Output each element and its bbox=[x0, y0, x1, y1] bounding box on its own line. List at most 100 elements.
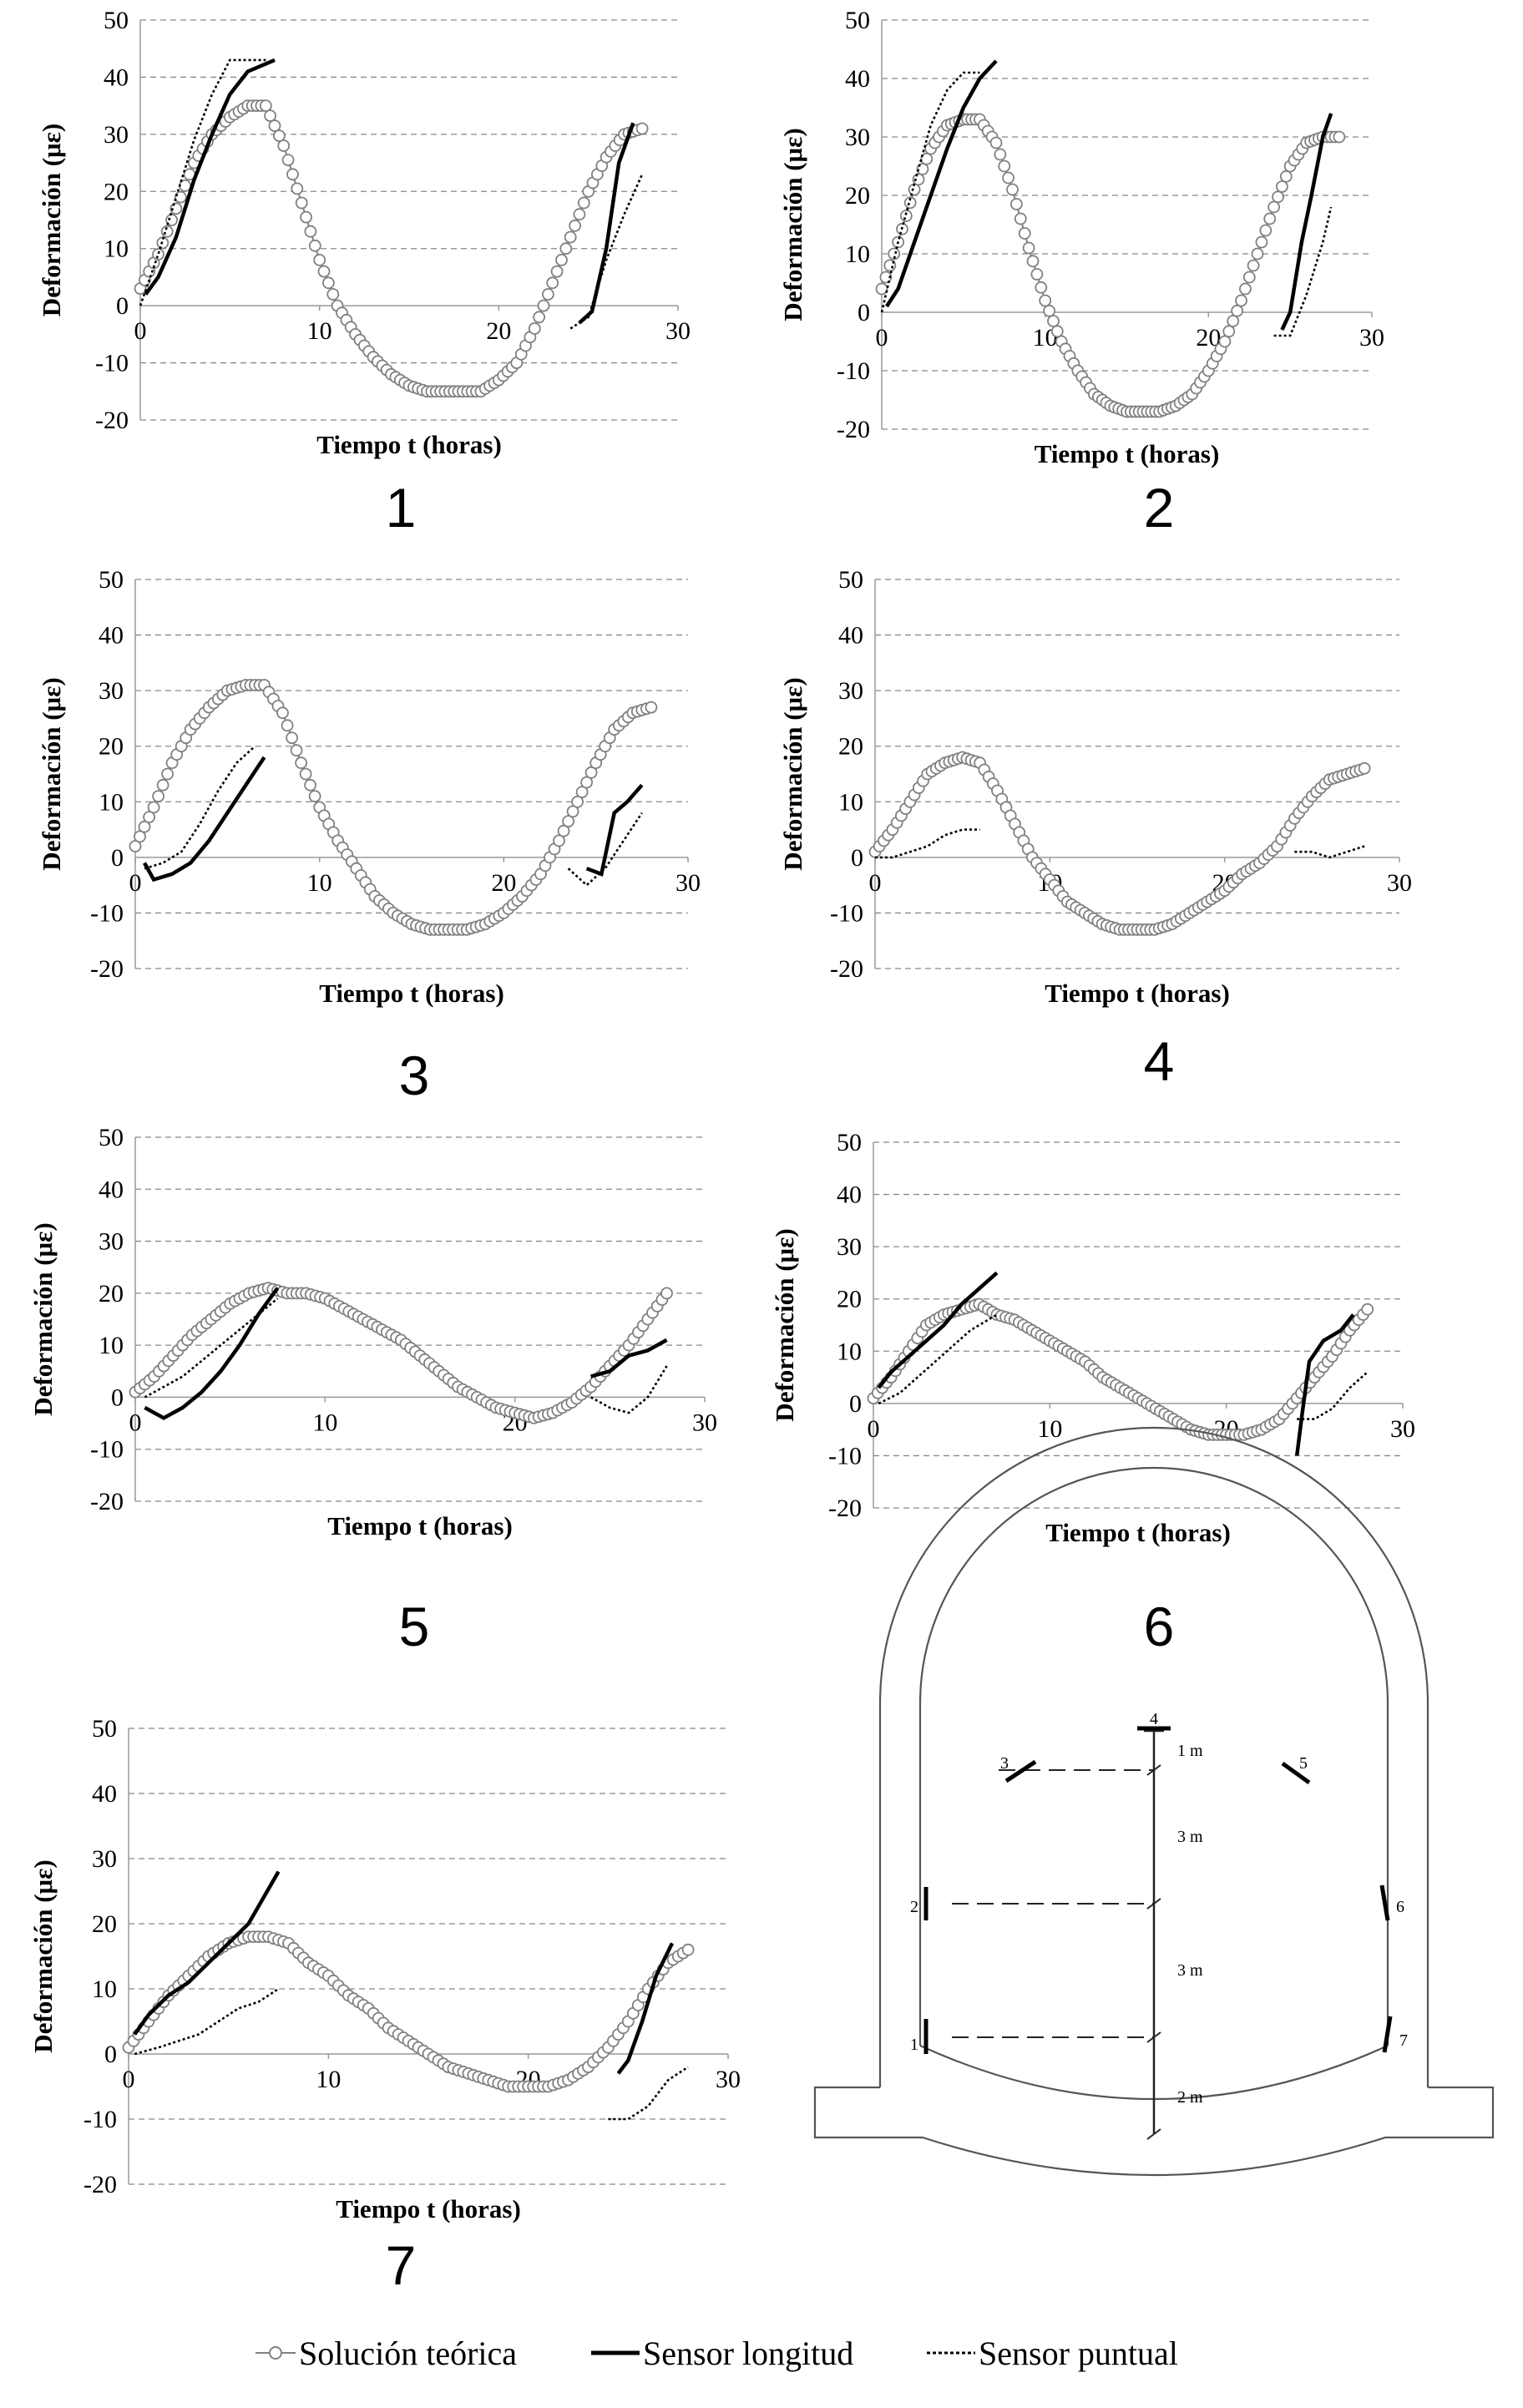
x-tick-label: 0 bbox=[129, 1409, 142, 1436]
data-point-teorica bbox=[313, 253, 326, 266]
data-point-teorica bbox=[1218, 335, 1232, 348]
dimension-tick bbox=[1146, 2128, 1161, 2140]
data-point-teorica bbox=[1050, 325, 1064, 338]
data-point-teorica bbox=[555, 253, 568, 266]
y-tick-label: 10 bbox=[92, 1975, 117, 2003]
data-point-teorica bbox=[304, 225, 317, 238]
sensor-mark-6 bbox=[1379, 1884, 1390, 1921]
y-tick-label: 0 bbox=[111, 844, 124, 872]
y-tick-label: 50 bbox=[838, 566, 863, 594]
y-tick-label: 20 bbox=[845, 182, 870, 210]
x-tick-label: 10 bbox=[316, 2066, 341, 2093]
data-point-teorica bbox=[326, 288, 340, 301]
series-line-teorica bbox=[874, 756, 1365, 931]
data-point-teorica bbox=[156, 778, 170, 792]
x-tick-label: 0 bbox=[868, 1415, 880, 1443]
panel-number: 4 bbox=[1144, 1030, 1175, 1092]
data-point-teorica bbox=[660, 1287, 673, 1300]
y-tick-label: 10 bbox=[837, 1338, 862, 1365]
data-point-teorica bbox=[1267, 200, 1280, 214]
y-tick-label: 0 bbox=[116, 292, 129, 320]
y-tick-label: 30 bbox=[837, 1233, 862, 1261]
y-tick-label: -10 bbox=[83, 2106, 117, 2133]
data-point-teorica bbox=[573, 208, 586, 221]
y-tick-label: -10 bbox=[837, 357, 870, 385]
x-tick-label: 30 bbox=[1387, 869, 1412, 897]
data-point-teorica bbox=[1255, 235, 1268, 249]
series-line-puntual bbox=[878, 1313, 998, 1405]
data-point-teorica bbox=[920, 152, 934, 165]
data-point-teorica bbox=[1010, 198, 1023, 210]
data-point-teorica bbox=[281, 719, 294, 732]
x-tick-label: 0 bbox=[869, 869, 882, 897]
data-point-teorica bbox=[1263, 212, 1277, 225]
series-line-puntual bbox=[875, 828, 980, 859]
data-point-teorica bbox=[317, 265, 331, 278]
y-tick-label: 40 bbox=[837, 1181, 862, 1209]
series-line-longitud bbox=[143, 756, 266, 883]
data-point-teorica bbox=[1239, 282, 1252, 296]
sensor-label-6: 6 bbox=[1396, 1898, 1404, 1916]
series-line-puntual bbox=[144, 745, 256, 870]
y-tick-label: 40 bbox=[92, 1780, 117, 1808]
data-point-teorica bbox=[681, 1943, 695, 1956]
data-point-teorica bbox=[291, 182, 304, 195]
distance-label: 3 m bbox=[1177, 1828, 1203, 1846]
panel-number: 7 bbox=[386, 2234, 417, 2296]
legend-label-teorica: Solución teórica bbox=[299, 2335, 517, 2372]
y-axis-title: Deformación (με) bbox=[28, 1859, 58, 2052]
data-point-teorica bbox=[994, 148, 1007, 161]
y-tick-label: 30 bbox=[104, 121, 129, 149]
y-tick-label: 50 bbox=[99, 566, 124, 594]
data-point-teorica bbox=[1333, 130, 1346, 144]
data-point-teorica bbox=[569, 219, 581, 232]
data-point-teorica bbox=[879, 271, 893, 284]
data-point-teorica bbox=[1231, 304, 1243, 317]
y-tick-label: 40 bbox=[838, 622, 863, 650]
data-point-teorica bbox=[1227, 315, 1240, 327]
data-point-teorica bbox=[564, 230, 577, 244]
y-tick-label: 0 bbox=[104, 2041, 117, 2068]
data-point-teorica bbox=[1022, 241, 1035, 255]
series-line-puntual bbox=[1294, 845, 1365, 859]
data-point-teorica bbox=[542, 288, 554, 301]
series-line-puntual bbox=[589, 1365, 668, 1414]
x-axis-title: Tiempo t (horas) bbox=[336, 2194, 521, 2223]
y-tick-label: 20 bbox=[837, 1286, 862, 1313]
data-point-teorica bbox=[562, 815, 574, 827]
data-point-teorica bbox=[1361, 1303, 1374, 1316]
y-tick-label: -20 bbox=[830, 955, 863, 983]
data-point-teorica bbox=[277, 139, 291, 152]
y-tick-label: 20 bbox=[99, 733, 124, 761]
data-point-teorica bbox=[550, 265, 564, 278]
y-tick-label: -10 bbox=[828, 1442, 862, 1470]
x-tick-label: 30 bbox=[692, 1409, 717, 1436]
series-line-longitud bbox=[144, 58, 276, 296]
x-tick-label: 20 bbox=[491, 869, 516, 897]
y-tick-label: -20 bbox=[828, 1495, 862, 1522]
panel-number: 5 bbox=[399, 1596, 430, 1657]
data-point-teorica bbox=[264, 109, 277, 123]
data-point-teorica bbox=[308, 239, 321, 252]
sensor-mark-5 bbox=[1281, 1761, 1311, 1785]
distance-label: 3 m bbox=[1177, 1961, 1203, 1980]
series-line-longitud bbox=[885, 59, 998, 308]
x-tick-label: 30 bbox=[675, 869, 701, 897]
data-point-teorica bbox=[147, 801, 160, 814]
data-point-teorica bbox=[557, 824, 570, 837]
y-tick-label: -20 bbox=[90, 1488, 124, 1515]
y-tick-label: 20 bbox=[838, 733, 863, 761]
y-tick-label: 20 bbox=[104, 178, 129, 205]
data-point-teorica bbox=[903, 196, 917, 210]
data-point-teorica bbox=[170, 202, 183, 215]
data-point-teorica bbox=[281, 154, 295, 167]
y-axis-title: Deformación (με) bbox=[37, 124, 66, 316]
y-tick-label: -20 bbox=[837, 416, 870, 443]
data-point-teorica bbox=[1026, 255, 1040, 268]
series-line-puntual bbox=[1297, 1371, 1369, 1420]
